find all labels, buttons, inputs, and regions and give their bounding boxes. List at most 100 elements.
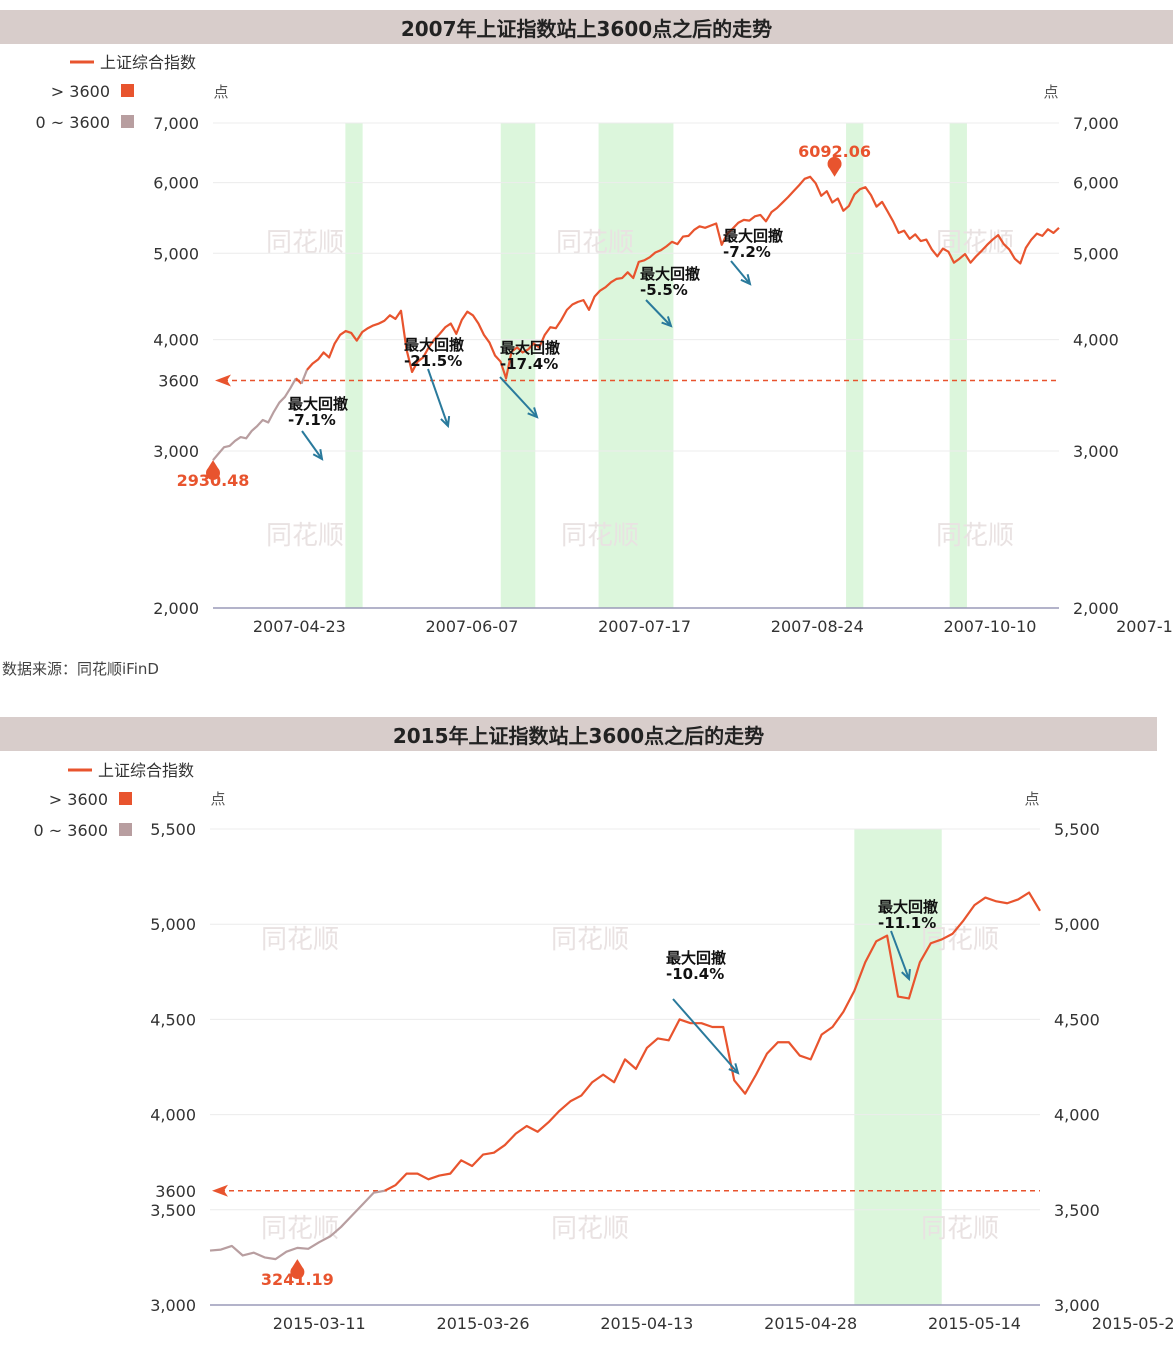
extremum-marker-0	[205, 460, 220, 481]
y-tick-left-5000: 5,000	[153, 244, 199, 263]
drawdown-pct-0: -7.1%	[288, 411, 336, 429]
y-tick-right-5000: 5,000	[1054, 915, 1100, 934]
y-tick-left-6000: 6,000	[153, 174, 199, 193]
x-tick-2007-06-07: 2007-06-07	[425, 617, 518, 636]
y-tick-left-4000: 4,000	[153, 331, 199, 350]
y-tick-right-3000: 3,000	[1054, 1296, 1100, 1315]
drawdown-title-1: 最大回撤	[404, 336, 464, 354]
series-line-segment-0	[212, 377, 297, 461]
legend-range-swatch-1	[119, 823, 132, 836]
y-unit-right: 点	[1043, 83, 1058, 101]
x-tick-2015-03-11: 2015-03-11	[273, 1314, 366, 1333]
watermark-4: 同花顺	[551, 1214, 629, 1244]
y-tick-right-4000: 4,000	[1073, 331, 1119, 350]
ref-line-label: 3600	[155, 1182, 196, 1201]
legend-range-swatch-0	[121, 84, 134, 97]
data-source-note: 数据来源：同花顺iFinD	[2, 660, 159, 678]
drawdown-arrow-1	[427, 368, 449, 427]
drawdown-shade-2	[598, 123, 674, 608]
y-tick-right-5000: 5,000	[1073, 244, 1119, 263]
x-tick-2007-08-24: 2007-08-24	[771, 617, 864, 636]
drawdown-arrow-3	[645, 299, 672, 327]
watermark-3: 同花顺	[266, 521, 344, 551]
drawdown-arrowhead-2	[527, 407, 539, 419]
drawdown-title-4: 最大回撤	[723, 227, 783, 245]
y-tick-left-4500: 4,500	[150, 1010, 196, 1029]
extremum-label-0: 2930.48	[177, 471, 250, 490]
drawdown-pct-2: -17.4%	[500, 355, 558, 373]
x-tick-2015-03-26: 2015-03-26	[437, 1314, 530, 1333]
drawdown-title-3: 最大回撤	[640, 265, 700, 283]
drawdown-arrow-4	[730, 260, 751, 285]
drawdown-title-0: 最大回撤	[288, 395, 348, 413]
y-tick-right-2000: 2,000	[1073, 599, 1119, 618]
extremum-label-1: 6092.06	[798, 142, 871, 161]
x-tick-2015-04-13: 2015-04-13	[600, 1314, 693, 1333]
legend-range-label-1: 0 ~ 3600	[34, 821, 108, 840]
series-line-segment-2	[300, 369, 309, 385]
drawdown-arrowhead-3	[661, 316, 673, 328]
series-line-segment-1	[295, 377, 303, 385]
legend-series-name: 上证综合指数	[98, 761, 194, 780]
drawdown-arrowhead-4	[740, 274, 752, 286]
x-tick-2007-11-19: 2007-11-19	[1116, 617, 1173, 636]
y-tick-left-3500: 3,500	[150, 1201, 196, 1220]
watermark-4: 同花顺	[561, 521, 639, 551]
extremum-label-0: 3241.19	[261, 1270, 334, 1289]
y-unit-right: 点	[1024, 790, 1039, 808]
y-tick-left-3000: 3,000	[153, 442, 199, 461]
y-tick-right-3000: 3,000	[1073, 442, 1119, 461]
extremum-marker-0	[290, 1259, 305, 1279]
watermark-3: 同花顺	[261, 1214, 339, 1244]
y-tick-left-7000: 7,000	[153, 114, 199, 133]
y-tick-right-7000: 7,000	[1073, 114, 1119, 133]
y-tick-right-6000: 6,000	[1073, 174, 1119, 193]
drawdown-pct-0: -10.4%	[666, 965, 724, 983]
y-tick-right-3500: 3,500	[1054, 1201, 1100, 1220]
series-line-segment-1	[384, 891, 1041, 1192]
y-tick-right-5500: 5,500	[1054, 820, 1100, 839]
watermark-5: 同花顺	[936, 521, 1014, 551]
ref-line-arrowhead	[215, 374, 231, 387]
y-tick-left-5000: 5,000	[150, 915, 196, 934]
drawdown-title-0: 最大回撤	[666, 949, 726, 967]
drawdown-arrowhead-0	[728, 1063, 740, 1075]
drawdown-shade-0	[854, 829, 942, 1305]
x-tick-2007-10-10: 2007-10-10	[943, 617, 1036, 636]
drawdown-pct-1: -21.5%	[404, 352, 462, 370]
x-tick-2015-05-14: 2015-05-14	[928, 1314, 1021, 1333]
drawdown-pct-1: -11.1%	[878, 914, 936, 932]
drawdown-arrow-0	[301, 430, 323, 460]
drawdown-pct-3: -5.5%	[640, 281, 688, 299]
y-tick-left-5500: 5,500	[150, 820, 196, 839]
drawdown-title-2: 最大回撤	[500, 339, 560, 357]
drawdown-shade-4	[949, 123, 967, 608]
drawdown-shade-0	[345, 123, 363, 608]
series-line-segment-0	[209, 1189, 385, 1261]
drawdown-arrowhead-1	[901, 968, 911, 982]
legend-range-swatch-1	[121, 115, 134, 128]
legend-range-label-0: > 3600	[51, 82, 110, 101]
ref-line-arrowhead	[212, 1184, 228, 1197]
watermark-5: 同花顺	[921, 1214, 999, 1244]
extremum-marker-1	[827, 156, 842, 177]
drawdown-arrow-1	[890, 930, 910, 980]
x-tick-2007-07-17: 2007-07-17	[598, 617, 691, 636]
x-tick-2015-04-28: 2015-04-28	[764, 1314, 857, 1333]
chart1-title: 2007年上证指数站上3600点之后的走势	[0, 10, 1173, 44]
y-tick-left-2000: 2,000	[153, 599, 199, 618]
watermark-2: 同花顺	[921, 925, 999, 955]
drawdown-title-1: 最大回撤	[878, 898, 938, 916]
legend-range-label-0: > 3600	[49, 790, 108, 809]
series-line-segment-3	[306, 175, 1060, 380]
drawdown-arrowhead-1	[440, 415, 451, 429]
chart2-title: 2015年上证指数站上3600点之后的走势	[0, 717, 1157, 751]
y-tick-left-3000: 3,000	[150, 1296, 196, 1315]
x-tick-2015-05-29: 2015-05-29	[1092, 1314, 1173, 1333]
drawdown-arrow-2	[499, 376, 538, 418]
drawdown-shade-1	[500, 123, 536, 608]
y-unit-left: 点	[210, 790, 225, 808]
legend-range-swatch-0	[119, 792, 132, 805]
